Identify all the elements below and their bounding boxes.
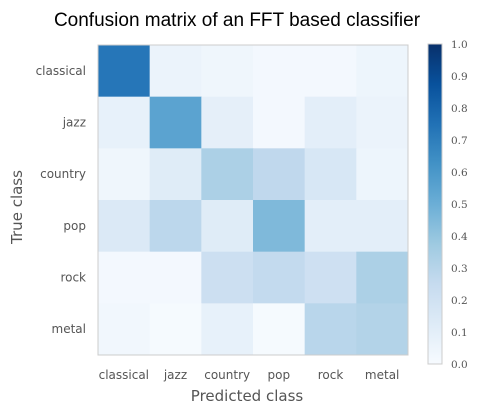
colorbar-tick-label: 0.2 — [451, 295, 468, 307]
y-tick-label: jazz — [62, 116, 86, 130]
heatmap-cell — [201, 148, 254, 201]
heatmap-cell — [304, 251, 357, 304]
heatmap-cell — [356, 303, 409, 356]
x-tick-label: classical — [99, 368, 149, 382]
y-tick-label: rock — [60, 271, 86, 285]
colorbar-tick-label: 1.0 — [451, 39, 468, 51]
heatmap-cell — [253, 45, 306, 98]
heatmap-cell — [304, 200, 357, 253]
heatmap-cell — [356, 251, 409, 304]
heatmap-cell — [149, 200, 202, 253]
heatmap-cell — [356, 45, 409, 98]
heatmap-cells — [98, 45, 409, 356]
heatmap-cell — [253, 200, 306, 253]
heatmap-cell — [201, 303, 254, 356]
colorbar-tick-labels: 0.0 0.1 0.2 0.3 0.4 0.5 0.6 0.7 0.8 0.9 1.0 — [451, 39, 468, 371]
colorbar-tick-label: 0.7 — [451, 135, 468, 147]
x-tick-labels: classical jazz country pop rock metal — [99, 368, 400, 382]
heatmap-cell — [304, 45, 357, 98]
heatmap-cell — [98, 251, 151, 304]
heatmap-cell — [98, 303, 151, 356]
heatmap-cell — [356, 96, 409, 149]
colorbar-tick-label: 0.6 — [451, 167, 468, 179]
heatmap-cell — [304, 148, 357, 201]
heatmap-cell — [356, 200, 409, 253]
heatmap-cell — [149, 148, 202, 201]
heatmap-cell — [201, 200, 254, 253]
x-tick-label: pop — [268, 368, 291, 382]
x-tick-label: metal — [365, 368, 399, 382]
colorbar-tick-label: 0.3 — [451, 263, 468, 275]
heatmap-cell — [304, 303, 357, 356]
x-axis-label: Predicted class — [191, 387, 304, 405]
colorbar-tick-label: 0.9 — [451, 71, 468, 83]
y-tick-label: metal — [52, 322, 86, 336]
heatmap-cell — [98, 96, 151, 149]
heatmap-cell — [253, 148, 306, 201]
colorbar-tick-label: 0.1 — [451, 327, 468, 339]
heatmap-cell — [356, 148, 409, 201]
y-tick-label: classical — [36, 64, 86, 78]
y-axis-label: True class — [8, 170, 26, 245]
y-tick-label: pop — [63, 219, 86, 233]
heatmap-cell — [149, 96, 202, 149]
x-tick-label: jazz — [163, 368, 187, 382]
heatmap-cell — [149, 303, 202, 356]
colorbar-tick-label: 0.4 — [451, 231, 468, 243]
x-tick-label: rock — [318, 368, 344, 382]
heatmap-cell — [201, 251, 254, 304]
colorbar-tick-label: 0.8 — [451, 103, 468, 115]
x-tick-label: country — [204, 368, 250, 382]
heatmap-cell — [304, 96, 357, 149]
heatmap-cell — [253, 303, 306, 356]
heatmap-cell — [201, 45, 254, 98]
heatmap-cell — [149, 251, 202, 304]
heatmap-cell — [98, 148, 151, 201]
heatmap-cell — [201, 96, 254, 149]
heatmap-cell — [149, 45, 202, 98]
heatmap-cell — [98, 45, 151, 98]
heatmap-cell — [253, 96, 306, 149]
colorbar-tick-label: 0.0 — [451, 359, 468, 371]
y-tick-labels: classical jazz country pop rock metal — [36, 64, 86, 336]
plot-frame — [97, 44, 409, 356]
heatmap-cell — [98, 200, 151, 253]
heatmap-cell — [253, 251, 306, 304]
y-tick-label: country — [40, 167, 86, 181]
colorbar — [427, 43, 443, 365]
chart-title: Confusion matrix of an FFT based classif… — [54, 10, 421, 31]
colorbar-tick-label: 0.5 — [451, 199, 468, 211]
